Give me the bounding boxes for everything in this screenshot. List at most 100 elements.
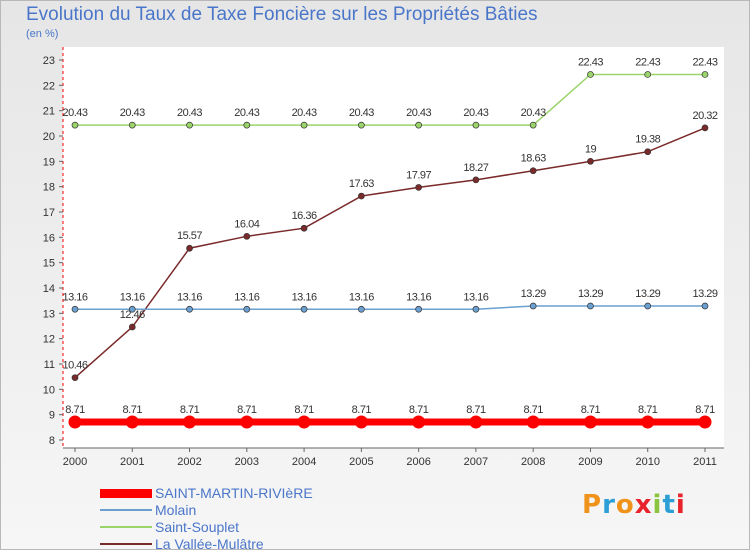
chart-unit-label: (en %): [26, 28, 59, 40]
logo-letter: i: [675, 490, 686, 520]
data-label: 8.71: [695, 404, 715, 416]
data-point: [358, 192, 365, 200]
data-point: [415, 121, 422, 129]
data-point: [354, 415, 368, 429]
data-label: 20.43: [463, 107, 488, 119]
data-label: 20.43: [349, 107, 374, 119]
data-label: 20.43: [406, 107, 431, 119]
data-point: [469, 415, 483, 429]
data-label: 16.36: [292, 210, 317, 222]
data-point: [71, 374, 79, 382]
data-label: 19.38: [635, 134, 660, 146]
legend-swatch: [100, 526, 152, 528]
data-point: [243, 305, 251, 313]
data-label: 13.29: [521, 288, 546, 300]
logo-letter: x: [634, 490, 653, 520]
legend-label: La Vallée-Mulâtre: [155, 536, 264, 552]
x-tick-label: 2000: [63, 456, 87, 468]
legend-item: SAINT-MARTIN-RIVIèRE: [100, 485, 313, 501]
data-point: [641, 415, 655, 429]
data-point: [412, 415, 426, 429]
x-tick-label: 2008: [521, 456, 545, 468]
y-tick-label: 23: [43, 55, 55, 67]
data-point: [186, 121, 193, 129]
y-tick-label: 22: [43, 80, 55, 92]
x-tick-label: 2002: [177, 456, 201, 468]
data-label: 13.16: [463, 291, 488, 303]
data-label: 22.43: [578, 56, 603, 68]
data-point: [128, 121, 136, 129]
data-label: 16.04: [234, 218, 259, 230]
x-tick-label: 2004: [292, 456, 316, 468]
data-label: 18.63: [521, 153, 546, 165]
data-point: [128, 305, 136, 313]
data-label: 13.16: [349, 291, 374, 303]
data-point: [472, 305, 480, 313]
data-point: [128, 323, 136, 331]
data-label: 13.29: [578, 288, 603, 300]
data-label: 20.43: [120, 107, 145, 119]
x-tick-label: 2009: [578, 456, 602, 468]
data-point: [526, 415, 540, 429]
x-tick-label: 2010: [635, 456, 659, 468]
proxiti-logo: Proxiti: [582, 490, 686, 520]
data-point: [415, 305, 422, 313]
data-label: 8.71: [294, 404, 314, 416]
data-label: 18.27: [463, 162, 488, 174]
data-point: [243, 232, 251, 240]
data-label: 13.16: [177, 291, 202, 303]
data-label: 8.71: [237, 404, 257, 416]
x-tick-label: 2007: [464, 456, 488, 468]
legend-swatch: [100, 509, 152, 511]
y-tick-label: 14: [43, 283, 55, 295]
x-tick-label: 2005: [349, 456, 373, 468]
data-point: [472, 176, 480, 184]
data-label: 13.16: [406, 291, 431, 303]
data-point: [183, 415, 197, 429]
logo-letter: P: [582, 490, 603, 520]
data-point: [300, 224, 308, 232]
x-tick-label: 2011: [693, 456, 717, 468]
data-point: [243, 121, 251, 129]
data-point: [71, 121, 79, 129]
series-line-2: [75, 73, 705, 126]
legend-label: Molain: [155, 502, 197, 518]
y-tick-label: 12: [43, 334, 55, 346]
y-tick-label: 11: [44, 359, 55, 371]
data-point: [68, 415, 82, 429]
data-label: 8.71: [638, 404, 658, 416]
data-label: 13.16: [234, 291, 259, 303]
data-label: 20.43: [62, 107, 87, 119]
data-point: [644, 71, 652, 78]
logo-letter: o: [615, 490, 635, 520]
data-label: 8.71: [123, 404, 143, 416]
x-tick-label: 2003: [235, 456, 259, 468]
data-label: 22.43: [635, 56, 660, 68]
data-label: 15.57: [177, 230, 202, 242]
legend-item: La Vallée-Mulâtre: [100, 536, 264, 552]
chart-title: Evolution du Taux de Taxe Foncière sur l…: [26, 4, 538, 25]
data-label: 20.43: [177, 107, 202, 119]
data-point: [587, 157, 594, 165]
data-point: [698, 415, 712, 429]
data-point: [358, 305, 365, 313]
data-label: 10.46: [62, 360, 87, 372]
legend-item: Saint-Souplet: [100, 519, 239, 535]
data-label: 13.29: [635, 288, 660, 300]
data-label: 8.71: [466, 404, 486, 416]
data-label: 8.71: [523, 404, 543, 416]
y-tick-label: 21: [43, 106, 55, 118]
data-point: [71, 305, 79, 313]
logo-letter: r: [602, 490, 616, 520]
data-label: 8.71: [65, 404, 85, 416]
data-label: 17.63: [349, 178, 374, 190]
data-point: [529, 167, 537, 175]
data-point: [358, 121, 365, 129]
data-label: 13.16: [62, 291, 87, 303]
data-label: 8.71: [409, 404, 429, 416]
series-line-1: [75, 305, 705, 311]
data-point: [297, 415, 311, 429]
data-point: [300, 121, 308, 129]
data-label: 12.46: [120, 309, 145, 321]
